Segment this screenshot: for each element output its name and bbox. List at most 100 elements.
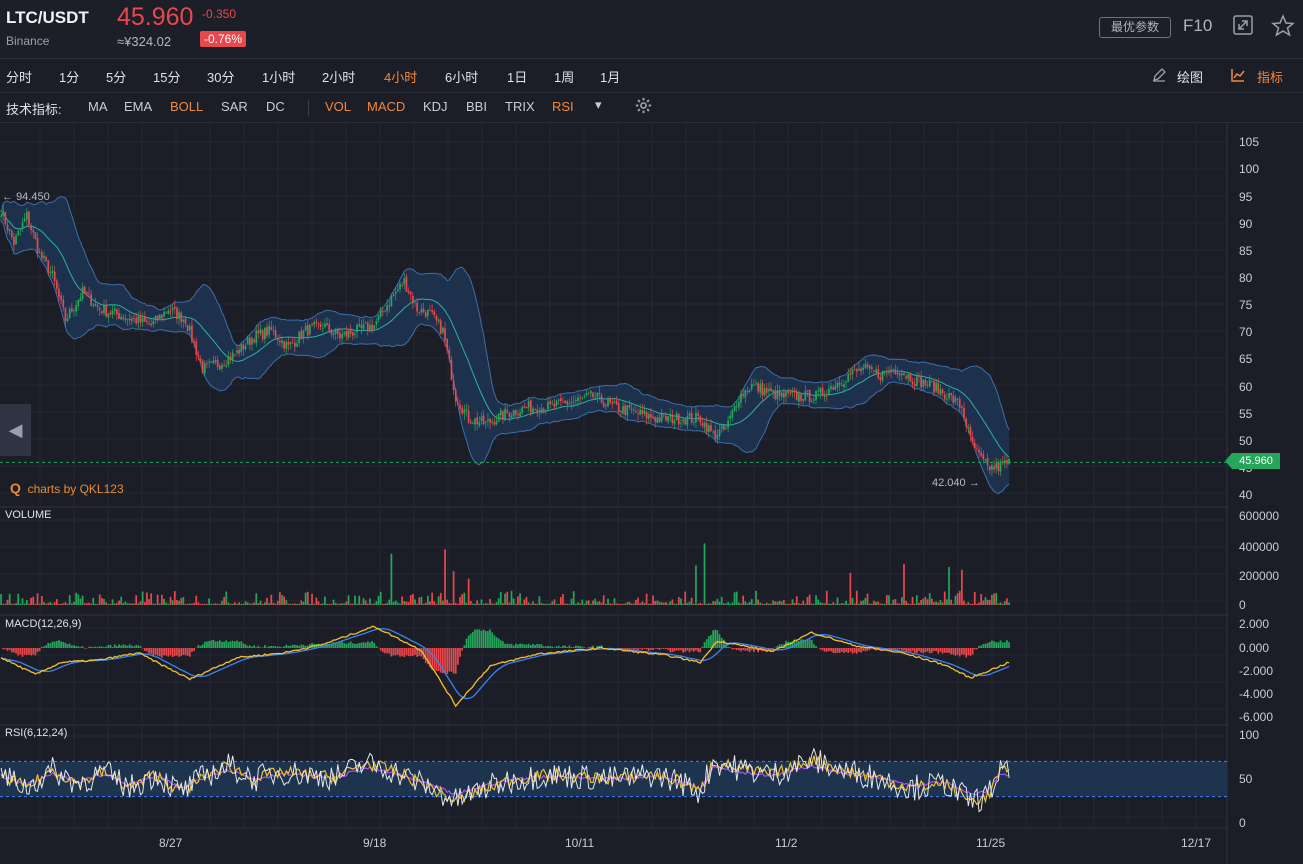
ind-ma[interactable]: MA bbox=[88, 99, 108, 114]
candle-body bbox=[291, 342, 294, 344]
candle-body bbox=[427, 310, 429, 316]
candle-body bbox=[577, 397, 579, 402]
candle-body bbox=[620, 410, 622, 413]
ind-trix[interactable]: TRIX bbox=[505, 99, 535, 114]
ind-dc[interactable]: DC bbox=[266, 99, 285, 114]
macd-histogram-bar bbox=[360, 642, 363, 648]
ind-bbi[interactable]: BBI bbox=[466, 99, 487, 114]
fullscreen-icon[interactable] bbox=[1232, 14, 1254, 41]
watermark: Q charts by QKL123 bbox=[10, 480, 124, 496]
tf-15m[interactable]: 15分 bbox=[153, 70, 181, 85]
tf-1mo[interactable]: 1月 bbox=[600, 70, 621, 85]
volume-bar bbox=[851, 597, 854, 605]
volume-bar bbox=[17, 593, 20, 605]
candle-body bbox=[377, 315, 380, 321]
macd-histogram-bar bbox=[675, 648, 678, 651]
candle-body bbox=[214, 360, 217, 362]
tf-5m[interactable]: 5分 bbox=[106, 70, 127, 85]
tf-2h[interactable]: 2小时 bbox=[322, 70, 356, 85]
optimal-params-button[interactable]: 最优参数 bbox=[1099, 17, 1171, 38]
volume-bar bbox=[321, 603, 324, 605]
candle-body bbox=[328, 324, 331, 331]
macd-histogram-bar bbox=[68, 643, 71, 648]
volume-bar bbox=[225, 591, 228, 605]
candle-body bbox=[519, 412, 521, 417]
candle-body bbox=[909, 374, 912, 382]
macd-histogram-bar bbox=[379, 648, 382, 651]
ind-vol[interactable]: VOL bbox=[325, 99, 352, 114]
pencil-icon[interactable] bbox=[1151, 67, 1167, 86]
candle-body bbox=[472, 423, 474, 425]
candle-body bbox=[907, 374, 910, 379]
volume-bar bbox=[834, 603, 837, 605]
volume-bar bbox=[690, 597, 693, 605]
volume-bar bbox=[752, 603, 755, 605]
tf-1m[interactable]: 1分 bbox=[59, 70, 80, 85]
volume-bar bbox=[146, 592, 148, 605]
star-icon[interactable] bbox=[1271, 14, 1295, 43]
tf-6h[interactable]: 6小时 bbox=[445, 70, 479, 85]
volume-bar bbox=[109, 603, 112, 605]
volume-bar bbox=[931, 598, 933, 605]
candle-body bbox=[948, 393, 950, 399]
macd-histogram-bar bbox=[264, 645, 266, 648]
ind-boll[interactable]: BOLL bbox=[170, 99, 204, 114]
macd-histogram-bar bbox=[8, 648, 11, 650]
macd-histogram-bar bbox=[2, 648, 5, 650]
macd-histogram-bar bbox=[88, 646, 90, 648]
volume-bar bbox=[203, 603, 206, 605]
volume-bar bbox=[909, 603, 912, 605]
volume-bar bbox=[828, 603, 830, 605]
indicator-icon[interactable] bbox=[1230, 67, 1246, 88]
candle-body bbox=[208, 362, 210, 364]
draw-button[interactable]: 绘图 bbox=[1177, 70, 1204, 85]
candle-body bbox=[973, 442, 976, 449]
volume-bar bbox=[806, 597, 809, 605]
macd-histogram-bar bbox=[139, 646, 142, 648]
candle-body bbox=[602, 402, 605, 407]
macd-histogram-bar bbox=[296, 645, 298, 648]
tf-1h[interactable]: 1小时 bbox=[262, 70, 296, 85]
volume-bar bbox=[836, 597, 839, 605]
macd-histogram-bar bbox=[810, 639, 813, 648]
macd-histogram-bar bbox=[961, 648, 963, 655]
volume-bar bbox=[639, 603, 642, 605]
macd-histogram-bar bbox=[995, 642, 998, 648]
collapse-left-handle[interactable]: ◀ bbox=[0, 404, 31, 456]
macd-histogram-bar bbox=[577, 645, 579, 648]
volume-bar bbox=[787, 603, 790, 605]
macd-histogram-bar bbox=[474, 629, 476, 648]
f10-button[interactable]: F10 bbox=[1183, 16, 1213, 35]
macd-histogram-bar bbox=[339, 642, 341, 648]
volume-bar bbox=[830, 603, 832, 605]
gear-icon[interactable] bbox=[635, 97, 652, 119]
volume-bar bbox=[90, 603, 93, 605]
ind-macd[interactable]: MACD bbox=[367, 99, 406, 114]
ind-sar[interactable]: SAR bbox=[221, 99, 248, 114]
pair-name: LTC/USDT bbox=[6, 8, 89, 27]
candle-body bbox=[201, 360, 204, 374]
ind-rsi[interactable]: RSI bbox=[552, 99, 574, 114]
volume-bar bbox=[926, 599, 929, 605]
macd-title: MACD(12,26,9) bbox=[5, 618, 82, 630]
macd-histogram-bar bbox=[58, 640, 60, 648]
dropdown-icon[interactable]: ▾ bbox=[595, 97, 602, 112]
candle-body bbox=[946, 398, 948, 400]
tf-1w[interactable]: 1周 bbox=[554, 70, 575, 85]
tf-1d[interactable]: 1日 bbox=[507, 70, 528, 85]
ind-kdj[interactable]: KDJ bbox=[423, 99, 448, 114]
volume-bar bbox=[641, 601, 644, 605]
ind-ema[interactable]: EMA bbox=[124, 99, 153, 114]
chart-canvas[interactable] bbox=[0, 122, 1303, 864]
macd-histogram-bar bbox=[210, 640, 213, 648]
tf-fenshi[interactable]: 分时 bbox=[6, 70, 33, 85]
price-tick: 60 bbox=[1239, 380, 1253, 394]
indicator-button[interactable]: 指标 bbox=[1257, 70, 1284, 85]
volume-bar bbox=[111, 599, 114, 605]
macd-histogram-bar bbox=[283, 646, 286, 648]
tf-4h[interactable]: 4小时 bbox=[384, 70, 418, 85]
candle-body bbox=[341, 334, 343, 339]
tf-30m[interactable]: 30分 bbox=[207, 70, 235, 85]
rsi-tick: 100 bbox=[1239, 728, 1260, 742]
volume-bar bbox=[832, 602, 835, 605]
